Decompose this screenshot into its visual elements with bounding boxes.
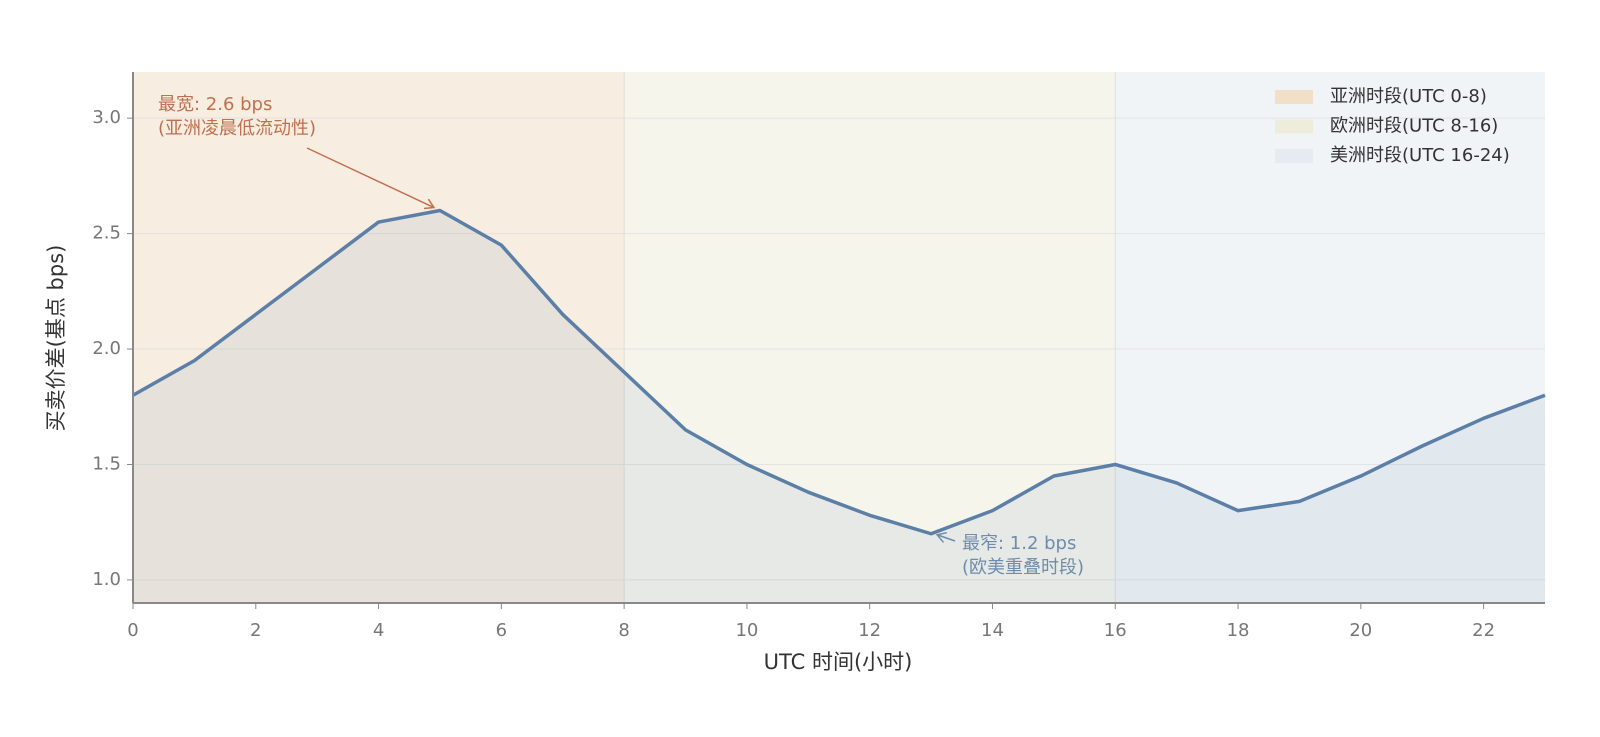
x-axis-label: UTC 时间(小时) bbox=[764, 650, 913, 674]
annotation-text: (亚洲凌晨低流动性) bbox=[158, 118, 316, 139]
session-band bbox=[133, 72, 625, 603]
x-tick-label: 4 bbox=[373, 620, 384, 641]
y-tick-label: 1.5 bbox=[92, 453, 121, 474]
x-tick-label: 10 bbox=[735, 620, 758, 641]
y-tick-label: 2.5 bbox=[92, 223, 121, 244]
annotation-text: (欧美重叠时段) bbox=[962, 557, 1084, 578]
legend-label: 亚洲时段(UTC 0-8) bbox=[1330, 86, 1487, 107]
x-tick-label: 16 bbox=[1104, 620, 1127, 641]
line bbox=[132, 208, 1546, 536]
legend-label: 美洲时段(UTC 16-24) bbox=[1330, 145, 1510, 166]
annotation-arrow bbox=[306, 147, 435, 209]
x-tick-label: 12 bbox=[858, 620, 881, 641]
session-band bbox=[1115, 72, 1545, 603]
session-backgrounds bbox=[133, 72, 1545, 603]
x-tick-label: 20 bbox=[1349, 620, 1372, 641]
legend-swatch bbox=[1275, 119, 1313, 134]
legend-swatch bbox=[1275, 149, 1313, 163]
annotation-arrow bbox=[936, 534, 956, 542]
y-tick-label: 2.0 bbox=[92, 338, 121, 359]
legend-label: 欧洲时段(UTC 8-16) bbox=[1330, 116, 1498, 137]
arrow-head bbox=[935, 531, 948, 543]
x-tick-label: 2 bbox=[250, 620, 261, 641]
area-fill bbox=[133, 210, 1545, 604]
arrow-head bbox=[423, 198, 436, 210]
x-tick-label: 0 bbox=[127, 620, 138, 641]
x-tick-label: 8 bbox=[618, 620, 629, 641]
annotation-text: 最窄: 1.2 bps bbox=[962, 533, 1076, 554]
y-tick-label: 3.0 bbox=[92, 107, 121, 128]
y-axis-label: 买卖价差(基点 bps) bbox=[44, 245, 68, 432]
plot: 1.0 1.5 2.0 2.5 3.0 0 2 4 6 8 10 12 14 16 18 20 22 最宽: 2.… bbox=[92, 72, 1546, 641]
x-tick-label: 18 bbox=[1227, 620, 1250, 641]
x-tick-label: 22 bbox=[1472, 620, 1495, 641]
annotation-text: 最宽: 2.6 bps bbox=[158, 94, 272, 115]
x-tick-label: 6 bbox=[496, 620, 507, 641]
x-tick-label: 14 bbox=[981, 620, 1004, 641]
y-tick-label: 1.0 bbox=[92, 569, 121, 590]
legend-swatch bbox=[1275, 90, 1313, 104]
